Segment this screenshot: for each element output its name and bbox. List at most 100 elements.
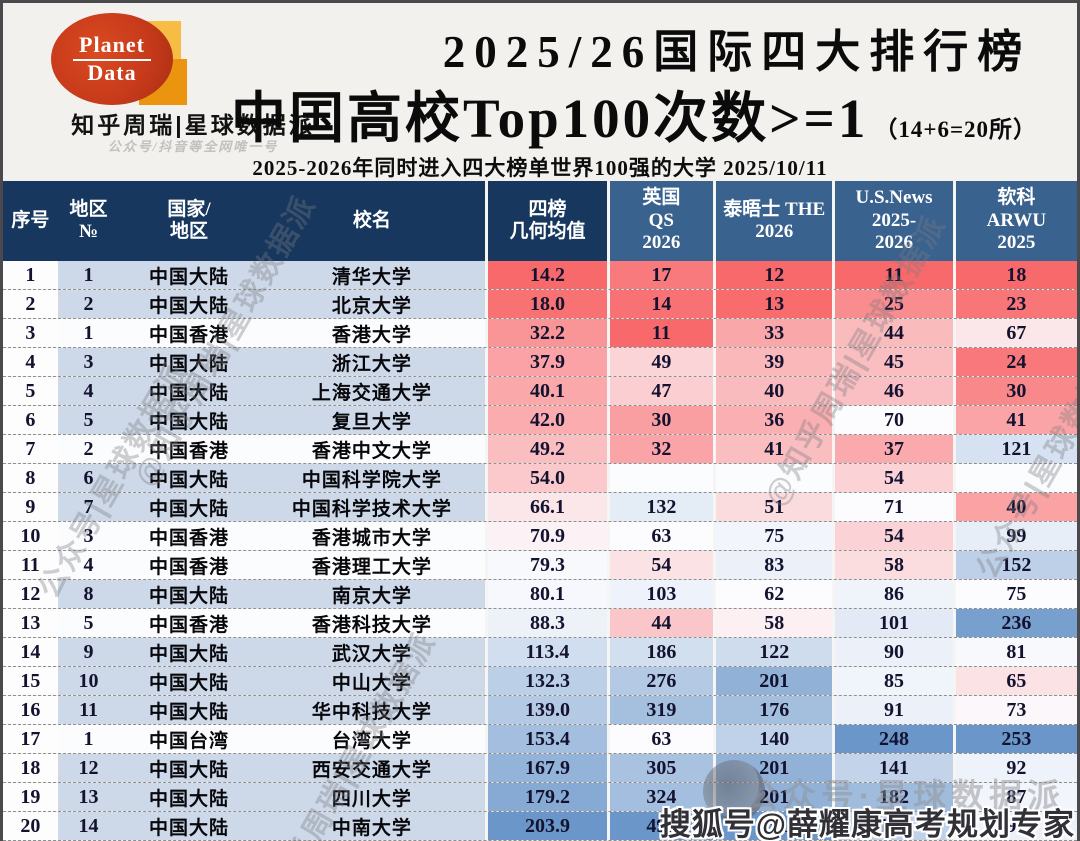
cell-usnews: 141 bbox=[832, 754, 953, 782]
cell-geomean: 79.3 bbox=[485, 551, 607, 579]
cell-qs: 276 bbox=[606, 667, 714, 695]
ranking-table: 序号 地区 № 国家/ 地区 校名 四榜 几何均值 英国 QS 2026 泰晤士 THE 2… bbox=[3, 181, 1077, 841]
table-row: 17 1 中国台湾 台湾大学 153.4 63 140 248 253 bbox=[3, 725, 1077, 754]
cell-seq: 3 bbox=[3, 319, 58, 347]
cell-arwu: 81 bbox=[952, 638, 1077, 666]
cell-usnews: 91 bbox=[832, 696, 953, 724]
cell-seq: 10 bbox=[3, 522, 58, 550]
cell-arwu: 40 bbox=[952, 493, 1077, 521]
cell-usnews: 58 bbox=[832, 551, 953, 579]
table-row: 16 11 中国大陆 华中科技大学 139.0 319 176 91 73 bbox=[3, 696, 1077, 725]
cell-region-no: 14 bbox=[57, 812, 120, 840]
cell-usnews: 54 bbox=[832, 522, 953, 550]
cell-usnews: 44 bbox=[832, 319, 953, 347]
cell-the: 251 bbox=[713, 812, 833, 840]
col-geomean-header: 四榜 几何均值 bbox=[485, 181, 607, 261]
cell-region-no: 3 bbox=[57, 348, 120, 376]
table-row: 19 13 中国大陆 四川大学 179.2 324 201 182 87 bbox=[3, 783, 1077, 812]
cell-qs: 30 bbox=[606, 406, 714, 434]
cell-region-no: 7 bbox=[57, 493, 120, 521]
cell-usnews: 54 bbox=[832, 464, 953, 492]
cell-arwu: 73 bbox=[952, 696, 1077, 724]
cell-geomean: 70.9 bbox=[485, 522, 607, 550]
cell-seq: 17 bbox=[3, 725, 58, 753]
col-the-header: 泰晤士 THE 2026 bbox=[713, 181, 833, 261]
cell-arwu: 99 bbox=[952, 522, 1077, 550]
cell-geomean: 203.9 bbox=[485, 812, 607, 840]
table-header-row: 序号 地区 № 国家/ 地区 校名 四榜 几何均值 英国 QS 2026 泰晤士 THE 2… bbox=[3, 181, 1077, 261]
cell-geomean: 167.9 bbox=[485, 754, 607, 782]
cell-region-no: 2 bbox=[57, 435, 120, 463]
cell-country: 中国大陆 bbox=[119, 667, 259, 695]
cell-region-no: 3 bbox=[57, 522, 120, 550]
cell-region-no: 10 bbox=[57, 667, 120, 695]
cell-the: 75 bbox=[713, 522, 833, 550]
cell-school: 中国科学院大学 bbox=[258, 464, 486, 492]
col-school-header: 校名 bbox=[258, 181, 486, 261]
cell-country: 中国香港 bbox=[119, 609, 259, 637]
cell-qs: 132 bbox=[606, 493, 714, 521]
cell-arwu: 236 bbox=[952, 609, 1077, 637]
cell-school: 中国科学技术大学 bbox=[258, 493, 486, 521]
cell-country: 中国香港 bbox=[119, 551, 259, 579]
cell-country: 中国香港 bbox=[119, 522, 259, 550]
cell-qs: 186 bbox=[606, 638, 714, 666]
table-row: 7 2 中国香港 香港中文大学 49.2 32 41 37 121 bbox=[3, 435, 1077, 464]
cell-qs: 63 bbox=[606, 522, 714, 550]
cell-country: 中国香港 bbox=[119, 435, 259, 463]
cell-usnews: 11 bbox=[832, 261, 953, 289]
cell-region-no: 11 bbox=[57, 696, 120, 724]
cell-seq: 20 bbox=[3, 812, 58, 840]
cell-arwu bbox=[952, 464, 1077, 492]
table-row: 14 9 中国大陆 武汉大学 113.4 186 122 90 81 bbox=[3, 638, 1077, 667]
cell-arwu: 152 bbox=[952, 551, 1077, 579]
cell-the: 41 bbox=[713, 435, 833, 463]
cell-seq: 8 bbox=[3, 464, 58, 492]
brand-subtitle: 公众号/抖音等全网唯一号 bbox=[107, 139, 279, 154]
table-row: 13 5 中国香港 香港科技大学 88.3 44 58 101 236 bbox=[3, 609, 1077, 638]
cell-the: 176 bbox=[713, 696, 833, 724]
cell-region-no: 1 bbox=[57, 725, 120, 753]
cell-region-no: 5 bbox=[57, 609, 120, 637]
cell-country: 中国大陆 bbox=[119, 696, 259, 724]
col-seq-header: 序号 bbox=[3, 181, 58, 261]
cell-the: 122 bbox=[713, 638, 833, 666]
cell-seq: 1 bbox=[3, 261, 58, 289]
cell-seq: 18 bbox=[3, 754, 58, 782]
cell-qs: 17 bbox=[606, 261, 714, 289]
cell-arwu: 30 bbox=[952, 377, 1077, 405]
cell-usnews: 182 bbox=[832, 783, 953, 811]
table-row: 5 4 中国大陆 上海交通大学 40.1 47 40 46 30 bbox=[3, 377, 1077, 406]
cell-usnews: 86 bbox=[832, 580, 953, 608]
table-row: 10 3 中国香港 香港城市大学 70.9 63 75 54 99 bbox=[3, 522, 1077, 551]
cell-region-no: 12 bbox=[57, 754, 120, 782]
cell-the: 201 bbox=[713, 783, 833, 811]
cell-country: 中国大陆 bbox=[119, 290, 259, 318]
cell-the bbox=[713, 464, 833, 492]
cell-region-no: 5 bbox=[57, 406, 120, 434]
table-row: 18 12 中国大陆 西安交通大学 167.9 305 201 141 92 bbox=[3, 754, 1077, 783]
cell-country: 中国大陆 bbox=[119, 812, 259, 840]
cell-school: 中山大学 bbox=[258, 667, 486, 695]
cell-region-no: 4 bbox=[57, 377, 120, 405]
cell-seq: 15 bbox=[3, 667, 58, 695]
cell-usnews: 71 bbox=[832, 493, 953, 521]
cell-geomean: 32.2 bbox=[485, 319, 607, 347]
cell-school: 南京大学 bbox=[258, 580, 486, 608]
cell-geomean: 40.1 bbox=[485, 377, 607, 405]
cell-seq: 7 bbox=[3, 435, 58, 463]
cell-region-no: 1 bbox=[57, 261, 120, 289]
cell-country: 中国大陆 bbox=[119, 377, 259, 405]
cell-country: 中国台湾 bbox=[119, 725, 259, 753]
cell-country: 中国大陆 bbox=[119, 406, 259, 434]
cell-school: 香港大学 bbox=[258, 319, 486, 347]
cell-geomean: 14.2 bbox=[485, 261, 607, 289]
cell-geomean: 42.0 bbox=[485, 406, 607, 434]
cell-the: 13 bbox=[713, 290, 833, 318]
logo-text-data: Data bbox=[87, 59, 137, 85]
cell-qs bbox=[606, 464, 714, 492]
cell-arwu: 92 bbox=[952, 754, 1077, 782]
cell-region-no: 1 bbox=[57, 319, 120, 347]
cell-qs: 44 bbox=[606, 609, 714, 637]
